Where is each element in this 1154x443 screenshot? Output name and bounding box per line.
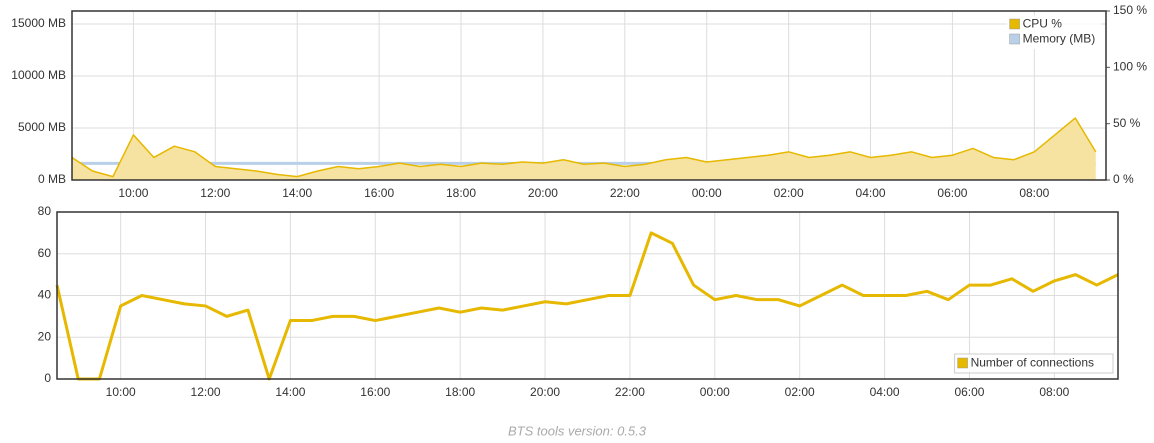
x-tick-label: 18:00 [446,186,476,200]
y2-tick-label: 0 % [1113,172,1134,186]
plot-frame [56,211,1119,380]
x-tick-label: 12:00 [191,385,221,399]
x-tick-label: 00:00 [692,186,722,200]
x-tick-label: 02:00 [774,186,804,200]
x-tick-label: 02:00 [785,385,815,399]
x-tick-label: 06:00 [937,186,967,200]
x-tick-label: 20:00 [528,186,558,200]
y-tick-label: 60 [38,246,52,260]
y2-tick-label: 150 % [1113,3,1147,17]
series-line [71,117,1097,178]
y-tick-label: 10000 MB [11,68,66,82]
y-tick-label: 80 [38,204,52,218]
x-tick-label: 20:00 [530,385,560,399]
x-tick-label: 16:00 [364,186,394,200]
plot-frame [71,10,1107,181]
y2-tick-label: 100 % [1113,60,1147,74]
y-tick-label: 40 [38,288,52,302]
x-tick-label: 10:00 [118,186,148,200]
x-tick-label: 04:00 [870,385,900,399]
legend-label: Number of connections [971,356,1094,370]
x-tick-label: 18:00 [445,385,475,399]
y-tick-label: 5000 MB [18,120,66,134]
legend-box [954,353,1114,374]
x-tick-label: 22:00 [610,186,640,200]
x-tick-label: 08:00 [1019,186,1049,200]
x-tick-label: 10:00 [106,385,136,399]
legend-box [1006,15,1101,49]
legend-swatch [957,357,968,369]
y-tick-label: 0 MB [38,172,66,186]
x-tick-label: 04:00 [856,186,886,200]
y-tick-label: 15000 MB [11,16,66,30]
x-tick-label: 22:00 [615,385,645,399]
x-tick-label: 06:00 [954,385,984,399]
plot-background [72,11,1106,180]
x-tick-label: 14:00 [282,186,312,200]
legend-swatch [1009,33,1020,45]
x-tick-label: 00:00 [700,385,730,399]
y2-tick-label: 50 % [1113,116,1141,130]
x-tick-label: 16:00 [360,385,390,399]
y-tick-label: 20 [38,329,52,343]
area-fill [72,118,1096,180]
x-tick-label: 14:00 [275,385,305,399]
legend-label: CPU % [1023,17,1063,31]
legend-swatch [1009,18,1020,30]
x-tick-label: 08:00 [1039,385,1069,399]
x-tick-label: 12:00 [200,186,230,200]
series-line [55,231,1119,381]
y-tick-label: 0 [44,371,51,385]
footer: BTS tools version: 0.5.3 [508,423,647,438]
legend-label: Memory (MB) [1023,32,1096,46]
